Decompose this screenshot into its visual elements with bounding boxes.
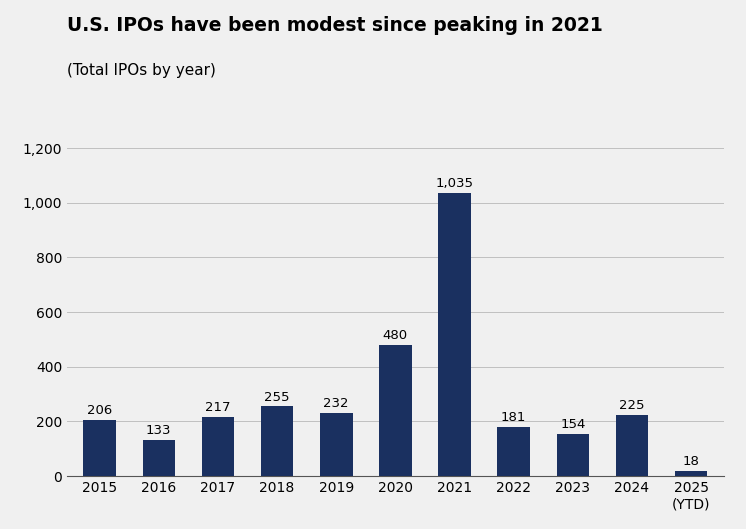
Text: (Total IPOs by year): (Total IPOs by year) xyxy=(67,63,216,78)
Text: 217: 217 xyxy=(205,401,231,414)
Text: U.S. IPOs have been modest since peaking in 2021: U.S. IPOs have been modest since peaking… xyxy=(67,16,603,35)
Bar xyxy=(261,406,293,476)
Text: 154: 154 xyxy=(560,418,586,431)
Bar xyxy=(438,193,471,476)
Text: 255: 255 xyxy=(264,391,290,404)
Bar xyxy=(379,345,412,476)
Bar xyxy=(84,420,116,476)
Text: 206: 206 xyxy=(87,404,113,417)
Text: 181: 181 xyxy=(501,411,527,424)
Text: 133: 133 xyxy=(146,424,172,437)
Bar xyxy=(557,434,589,476)
Text: 232: 232 xyxy=(324,397,349,410)
Text: 1,035: 1,035 xyxy=(436,178,474,190)
Bar xyxy=(498,426,530,476)
Bar xyxy=(142,440,175,476)
Bar xyxy=(201,417,234,476)
Text: 480: 480 xyxy=(383,329,408,342)
Text: 225: 225 xyxy=(619,399,645,412)
Text: 18: 18 xyxy=(683,455,700,469)
Bar xyxy=(615,415,648,476)
Bar xyxy=(675,471,707,476)
Bar xyxy=(320,413,353,476)
